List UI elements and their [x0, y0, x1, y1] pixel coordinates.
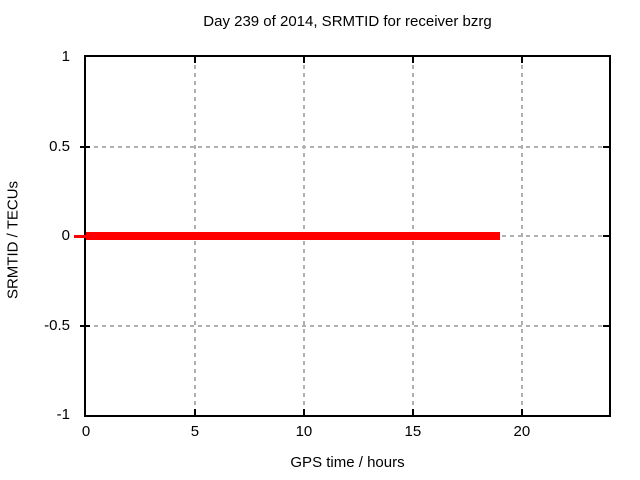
x-tick-top	[302, 57, 305, 63]
x-tick-label: 5	[190, 423, 200, 440]
x-tick-label: 15	[404, 423, 422, 440]
y-tick-label: 0	[61, 227, 70, 244]
x-tick-label: 10	[295, 423, 313, 440]
x-tick-top	[411, 57, 414, 63]
y-tick-label: -1	[56, 406, 70, 423]
y-tick-label: 1	[61, 48, 70, 65]
x-tick-top	[193, 57, 196, 63]
y-gridline	[86, 324, 609, 327]
y-tick-label: -0.5	[44, 316, 70, 334]
y-tick-right	[603, 145, 609, 148]
chart-title: Day 239 of 2014, SRMTID for receiver bzr…	[203, 13, 492, 30]
y-tick-right	[603, 235, 609, 237]
x-tick-bottom	[193, 409, 196, 415]
x-tick-bottom	[520, 409, 523, 415]
x-tick-label: 20	[513, 423, 531, 440]
x-axis-label: GPS time / hours	[290, 454, 405, 471]
y-gridline	[86, 145, 609, 148]
y-tick-left	[80, 324, 90, 327]
x-tick-label: 0	[81, 423, 91, 440]
y-tick-label: 0.5	[49, 137, 70, 155]
y-tick-left	[80, 145, 90, 148]
x-tick-bottom	[411, 409, 414, 415]
y-tick-right	[603, 324, 609, 327]
y-tick-left-red-mark	[74, 235, 86, 238]
x-tick-top	[520, 57, 523, 63]
x-tick-bottom	[302, 409, 305, 415]
data-line-srmtid	[86, 232, 501, 240]
